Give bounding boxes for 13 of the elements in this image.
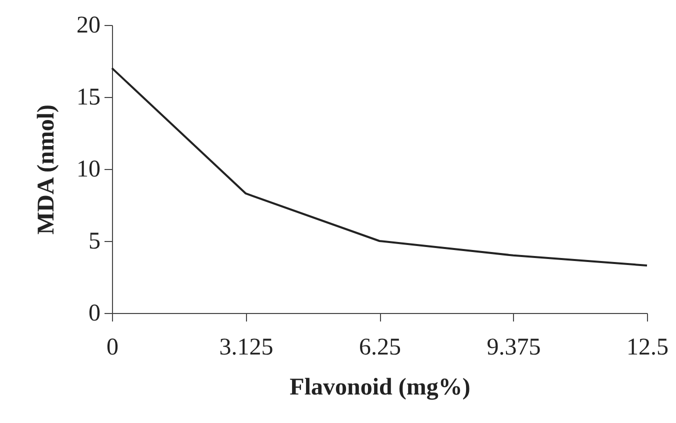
y-tick-label: 5 bbox=[88, 228, 100, 254]
x-tick-label: 9.375 bbox=[486, 334, 541, 360]
y-tick-label: 20 bbox=[76, 12, 100, 38]
line-series bbox=[111, 67, 648, 266]
x-tick-label: 12.5 bbox=[626, 334, 668, 360]
x-tick-label: 0 bbox=[106, 334, 118, 360]
y-tick-label: 10 bbox=[76, 156, 100, 182]
y-axis-title: MDA (nmol) bbox=[34, 104, 60, 234]
y-tick-label: 15 bbox=[76, 84, 100, 110]
x-axis-title: Flavonoid (mg%) bbox=[290, 374, 470, 400]
y-tick-label: 0 bbox=[88, 300, 100, 326]
x-tick-label: 3.125 bbox=[219, 334, 274, 360]
x-tick-label: 6.25 bbox=[359, 334, 401, 360]
